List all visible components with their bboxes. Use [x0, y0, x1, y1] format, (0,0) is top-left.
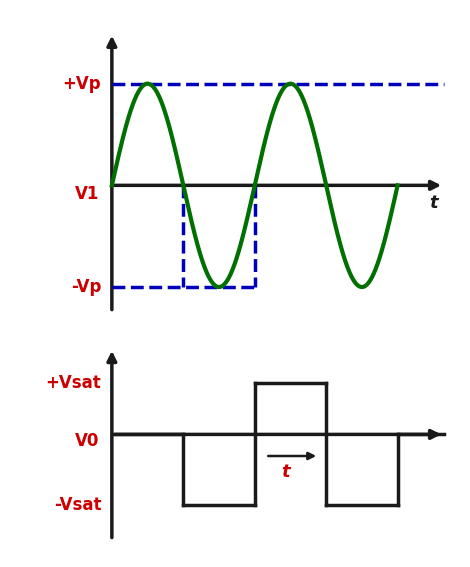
Text: V1: V1 — [75, 185, 99, 204]
Text: t: t — [429, 194, 438, 212]
Text: +Vp: +Vp — [63, 75, 101, 92]
Text: +Vsat: +Vsat — [46, 374, 101, 392]
Text: t: t — [281, 463, 290, 481]
Text: -Vp: -Vp — [71, 278, 101, 296]
Text: V0: V0 — [75, 433, 99, 450]
Text: -Vsat: -Vsat — [54, 496, 101, 514]
